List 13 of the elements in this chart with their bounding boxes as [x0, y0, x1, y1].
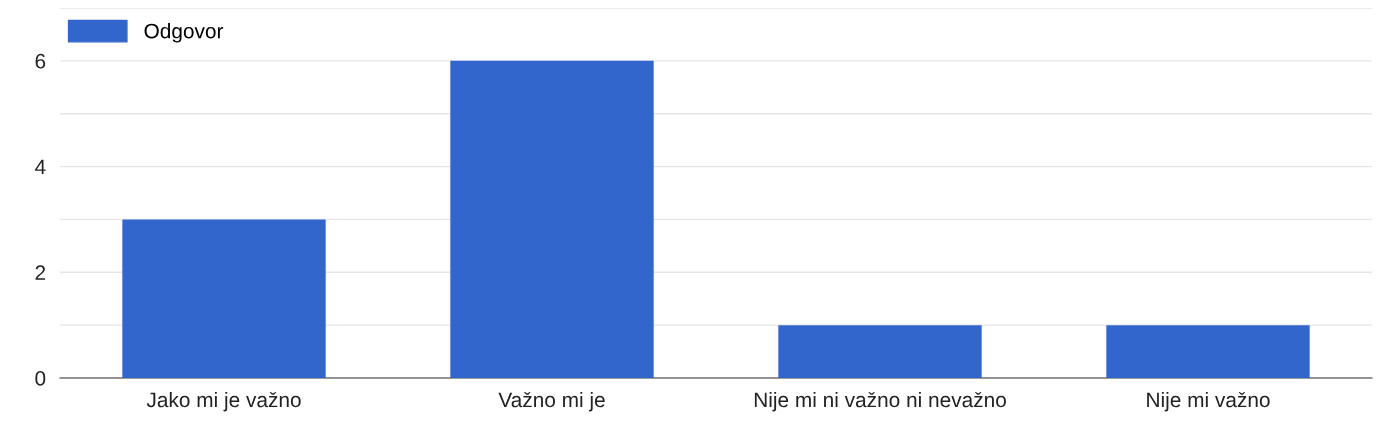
x-tick-label: Nije mi važno — [1147, 391, 1270, 412]
x-tick-label: Važno mi je — [498, 391, 605, 412]
bar — [450, 60, 654, 378]
legend-label: Odgovor — [144, 23, 224, 43]
y-tick-label: 2 — [35, 265, 46, 280]
x-tick-label: Jako mi je važno — [146, 391, 301, 412]
bar — [1106, 325, 1310, 378]
bar — [122, 219, 326, 378]
bar — [778, 325, 982, 378]
x-tick-label: Nije mi ni važno ni nevažno — [754, 391, 1006, 412]
y-tick-label: 6 — [35, 53, 46, 69]
y-tick-label: 0 — [35, 371, 46, 386]
y-tick-label: 4 — [35, 159, 46, 175]
